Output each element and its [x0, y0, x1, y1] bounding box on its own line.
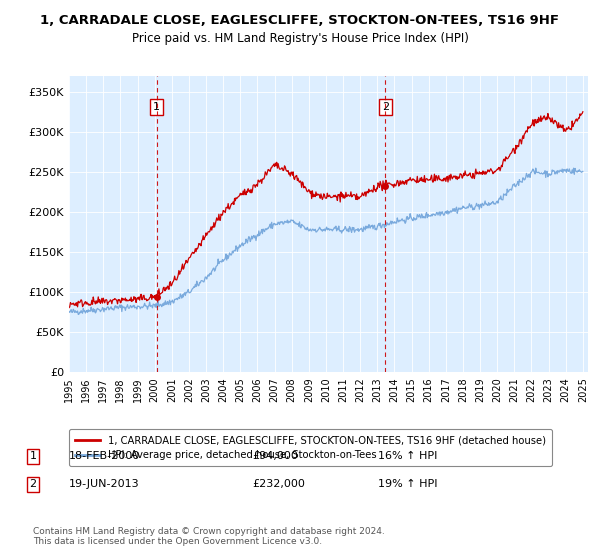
Text: 18-FEB-2000: 18-FEB-2000 [69, 451, 140, 461]
Text: 2: 2 [29, 479, 37, 489]
Text: 19% ↑ HPI: 19% ↑ HPI [378, 479, 437, 489]
Text: £232,000: £232,000 [252, 479, 305, 489]
Text: 1: 1 [153, 102, 160, 112]
Text: 16% ↑ HPI: 16% ↑ HPI [378, 451, 437, 461]
Legend: 1, CARRADALE CLOSE, EAGLESCLIFFE, STOCKTON-ON-TEES, TS16 9HF (detached house), H: 1, CARRADALE CLOSE, EAGLESCLIFFE, STOCKT… [69, 430, 552, 466]
Text: 2: 2 [382, 102, 389, 112]
Text: Contains HM Land Registry data © Crown copyright and database right 2024.
This d: Contains HM Land Registry data © Crown c… [33, 526, 385, 546]
Text: £94,000: £94,000 [252, 451, 298, 461]
Text: 1: 1 [29, 451, 37, 461]
Text: 1, CARRADALE CLOSE, EAGLESCLIFFE, STOCKTON-ON-TEES, TS16 9HF: 1, CARRADALE CLOSE, EAGLESCLIFFE, STOCKT… [41, 14, 560, 27]
Text: Price paid vs. HM Land Registry's House Price Index (HPI): Price paid vs. HM Land Registry's House … [131, 32, 469, 45]
Text: 19-JUN-2013: 19-JUN-2013 [69, 479, 140, 489]
